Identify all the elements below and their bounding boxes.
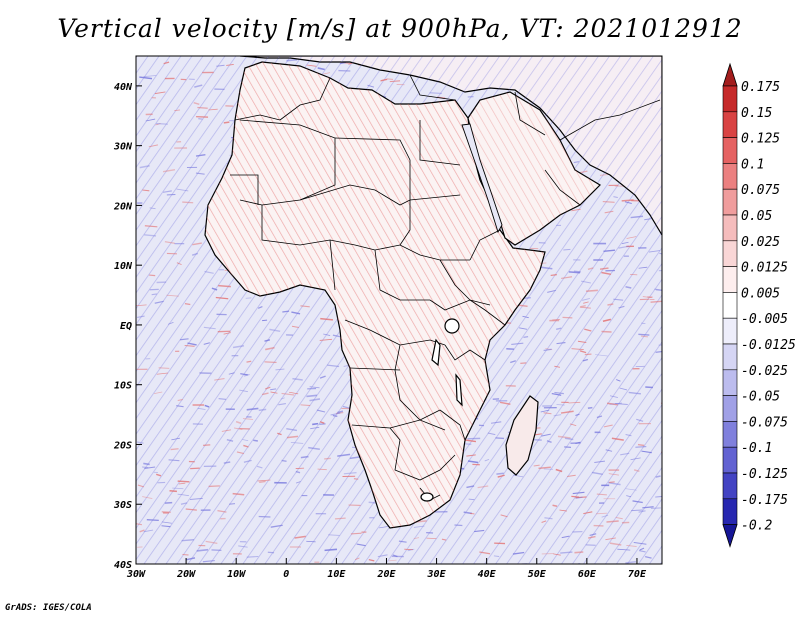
colorbar-label: -0.025	[741, 364, 788, 379]
colorbar-label: -0.075	[741, 415, 788, 430]
colorbar-swatch	[722, 343, 738, 371]
colorbar-swatch	[722, 214, 738, 242]
colorbar-label: -0.125	[741, 467, 788, 482]
lat-tick-label: 10S	[114, 381, 132, 392]
colorbar-label: -0.2	[741, 519, 772, 534]
lat-tick-label: EQ	[120, 321, 132, 332]
great-lakes	[420, 318, 463, 502]
lon-tick-label: 20W	[176, 569, 196, 580]
colorbar-label: -0.175	[741, 493, 788, 508]
lon-tick-label: 20E	[376, 569, 396, 580]
lat-tick-label: 30S	[113, 500, 132, 511]
grads-credit: GrADS: IGES/COLA	[5, 603, 92, 613]
lat-tick-label: 40S	[114, 560, 132, 571]
lon-tick-label: 0	[283, 569, 289, 580]
colorbar-label: 0.15	[741, 106, 772, 121]
madagascar-island	[505, 395, 539, 476]
country-borders	[230, 74, 661, 501]
colorbar-swatch	[722, 163, 738, 190]
colorbar-swatch	[722, 395, 738, 422]
colorbar-label: -0.005	[741, 312, 788, 327]
colorbar-bottom-arrow	[722, 524, 738, 548]
colorbar-swatch	[722, 317, 738, 345]
colorbar-swatch	[722, 137, 738, 164]
colorbar-label: 0.175	[741, 80, 780, 95]
lon-tick-label: 40E	[478, 569, 497, 580]
colorbar-label: 0.05	[741, 209, 772, 224]
lon-tick-label: 30W	[126, 569, 146, 580]
colorbar-swatch	[722, 369, 738, 396]
velocity-field	[136, 56, 662, 564]
colorbar-swatch	[722, 472, 738, 500]
lon-tick-label: 60E	[578, 569, 597, 580]
colorbar-label: 0.075	[741, 183, 780, 198]
lon-tick-label: 70E	[628, 569, 647, 580]
colorbar-label: -0.0125	[741, 338, 796, 353]
lon-tick-label: 10E	[327, 569, 346, 580]
colorbar-label: 0.125	[741, 132, 780, 147]
colorbar-label: 0.0125	[741, 261, 788, 276]
lat-tick-label: 20S	[113, 440, 132, 451]
colorbar-label: 0.1	[741, 157, 764, 172]
lat-tick-label: 30N	[113, 142, 133, 153]
colorbar-swatch	[722, 446, 738, 474]
colorbar-label: 0.005	[741, 286, 780, 301]
plot-frame	[135, 55, 663, 565]
longitude-axis: 30W 20W 10W 0 10E 20E 30E 40E 50E 60E 70E	[126, 558, 647, 580]
colorbar: 0.175 0.15 0.125 0.1 0.075 0.05 0.025 0.0125 0.0…	[722, 62, 796, 548]
lon-tick-label: 10W	[227, 569, 246, 580]
lon-tick-label: 30E	[427, 569, 447, 580]
colorbar-swatch	[722, 240, 738, 267]
colorbar-label: -0.1	[741, 441, 772, 456]
colorbar-swatch	[722, 111, 738, 138]
map-title: Vertical velocity [m/s] at 900hPa, VT: 2…	[57, 14, 743, 43]
colorbar-top-arrow	[722, 62, 738, 87]
lon-tick-label: 50E	[528, 569, 547, 580]
colorbar-swatch	[722, 498, 738, 525]
latitude-axis: 40N 30N 20N 10N EQ 10S 20S 30S 40S	[113, 82, 142, 571]
lat-tick-label: 10N	[114, 261, 133, 272]
lat-tick-label: 20N	[113, 201, 133, 212]
colorbar-swatch	[722, 266, 738, 293]
colorbar-swatch	[722, 188, 738, 216]
colorbar-swatch	[722, 292, 738, 319]
lat-tick-label: 40N	[114, 82, 133, 93]
red-sea	[461, 123, 503, 234]
colorbar-swatch	[722, 85, 738, 113]
colorbar-label: -0.05	[741, 390, 780, 405]
colorbar-swatch	[722, 421, 738, 448]
colorbar-label: 0.025	[741, 235, 780, 250]
